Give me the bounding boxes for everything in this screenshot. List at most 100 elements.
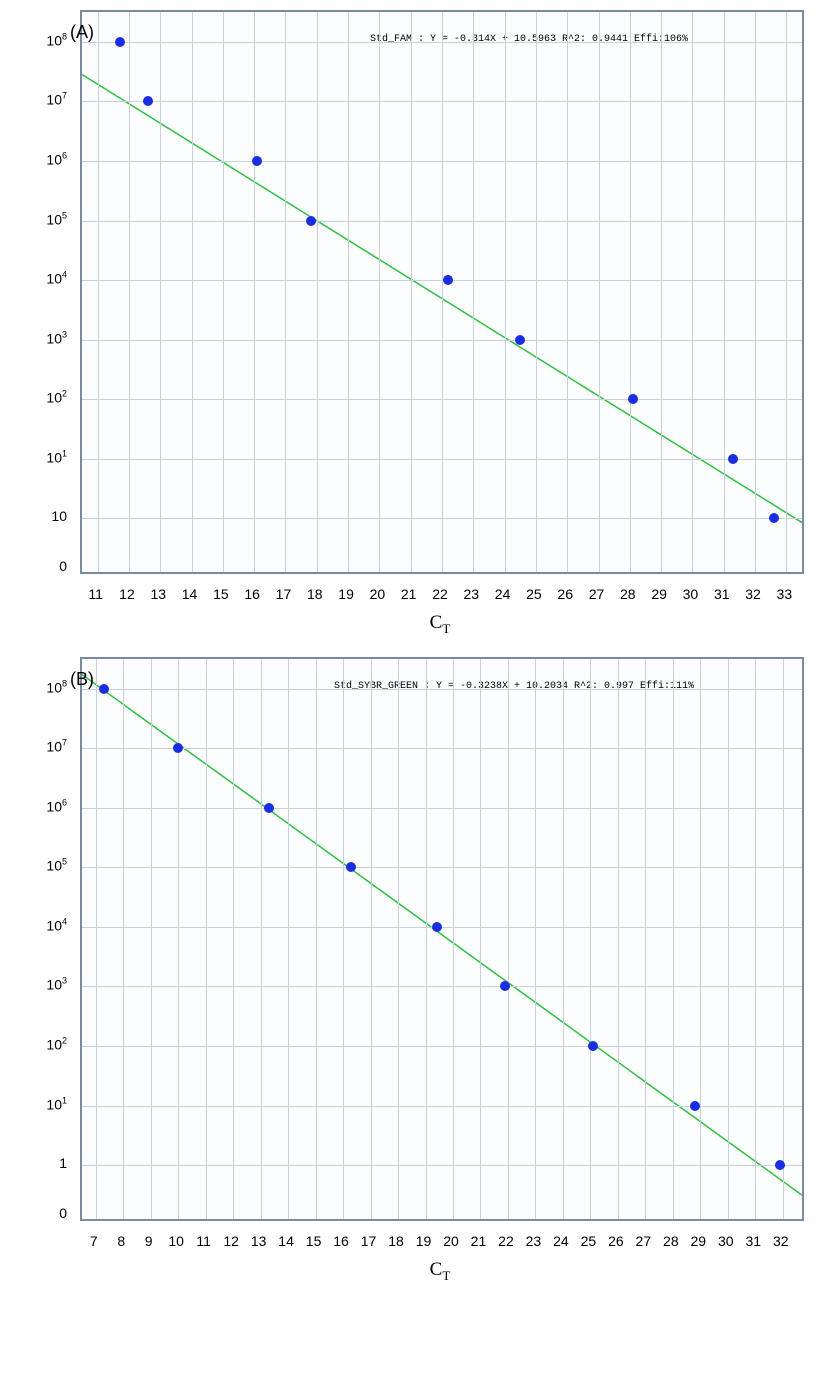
gridline-v bbox=[98, 12, 99, 572]
gridline-h bbox=[82, 518, 802, 519]
gridline-v bbox=[536, 12, 537, 572]
x-tick: 16 bbox=[244, 586, 260, 602]
gridline-h bbox=[82, 42, 802, 43]
gridline-h bbox=[82, 1046, 802, 1047]
x-tick: 17 bbox=[276, 586, 292, 602]
x-tick: 31 bbox=[714, 586, 730, 602]
gridline-v bbox=[724, 12, 725, 572]
gridline-h bbox=[82, 340, 802, 341]
data-point bbox=[775, 1160, 785, 1170]
gridline-v bbox=[673, 659, 674, 1219]
x-tick: 29 bbox=[691, 1233, 707, 1249]
gridline-v bbox=[398, 659, 399, 1219]
x-tick: 24 bbox=[553, 1233, 569, 1249]
chart-a: (A) 101011021031041051061071080 Std_FAM … bbox=[20, 10, 810, 637]
gridline-h bbox=[82, 808, 802, 809]
data-point bbox=[143, 96, 153, 106]
gridline-h bbox=[82, 399, 802, 400]
x-tick: 11 bbox=[196, 1233, 211, 1249]
y-tick: 108 bbox=[46, 678, 67, 695]
gridline-h bbox=[82, 927, 802, 928]
gridline-v bbox=[755, 12, 756, 572]
x-tick: 13 bbox=[251, 1233, 267, 1249]
x-tick: 18 bbox=[307, 586, 323, 602]
data-point bbox=[500, 981, 510, 991]
y-tick: 10 bbox=[51, 508, 67, 524]
x-tick: 12 bbox=[223, 1233, 239, 1249]
gridline-v bbox=[480, 659, 481, 1219]
gridline-v bbox=[426, 659, 427, 1219]
x-tick: 9 bbox=[145, 1233, 153, 1249]
x-tick: 28 bbox=[663, 1233, 679, 1249]
x-tick: 32 bbox=[745, 586, 761, 602]
x-tick: 18 bbox=[388, 1233, 404, 1249]
x-tick: 11 bbox=[88, 586, 103, 602]
gridline-v bbox=[206, 659, 207, 1219]
gridline-v bbox=[567, 12, 568, 572]
y-tick: 102 bbox=[46, 389, 67, 406]
gridline-v bbox=[96, 659, 97, 1219]
x-tick: 12 bbox=[119, 586, 135, 602]
data-point bbox=[588, 1041, 598, 1051]
gridline-v bbox=[151, 659, 152, 1219]
data-point bbox=[443, 275, 453, 285]
gridline-v bbox=[645, 659, 646, 1219]
x-tick: 30 bbox=[718, 1233, 734, 1249]
x-tick: 27 bbox=[636, 1233, 652, 1249]
data-point bbox=[628, 394, 638, 404]
x-tick: 32 bbox=[773, 1233, 789, 1249]
gridline-v bbox=[129, 12, 130, 572]
regression-annotation-a: Std_FAM : Y = -0.314X + 10.5963 R^2: 0.9… bbox=[370, 34, 688, 45]
x-tick: 10 bbox=[168, 1233, 184, 1249]
gridline-h bbox=[82, 280, 802, 281]
y-tick: 102 bbox=[46, 1036, 67, 1053]
gridline-v bbox=[473, 12, 474, 572]
x-tick: 15 bbox=[306, 1233, 322, 1249]
x-tick: 23 bbox=[464, 586, 480, 602]
gridline-v bbox=[728, 659, 729, 1219]
gridline-h bbox=[82, 161, 802, 162]
gridline-v bbox=[316, 659, 317, 1219]
data-point bbox=[769, 513, 779, 523]
x-tick: 25 bbox=[581, 1233, 597, 1249]
gridline-h bbox=[82, 689, 802, 690]
x-tick: 31 bbox=[745, 1233, 761, 1249]
x-axis-label-b: CT bbox=[80, 1259, 800, 1284]
x-tick: 20 bbox=[443, 1233, 459, 1249]
y-tick: 106 bbox=[46, 797, 67, 814]
gridline-v bbox=[661, 12, 662, 572]
x-tick: 27 bbox=[589, 586, 605, 602]
data-point bbox=[99, 684, 109, 694]
y-tick: 104 bbox=[46, 270, 67, 287]
x-tick: 16 bbox=[333, 1233, 349, 1249]
plot-area-a: Std_FAM : Y = -0.314X + 10.5963 R^2: 0.9… bbox=[80, 10, 804, 574]
gridline-v bbox=[692, 12, 693, 572]
y-tick: 106 bbox=[46, 151, 67, 168]
gridline-v bbox=[783, 659, 784, 1219]
x-tick: 29 bbox=[651, 586, 667, 602]
y-tick: 101 bbox=[46, 448, 67, 465]
gridline-v bbox=[599, 12, 600, 572]
gridline-v bbox=[285, 12, 286, 572]
data-point bbox=[264, 803, 274, 813]
x-axis-label-a: CT bbox=[80, 612, 800, 637]
x-tick: 33 bbox=[777, 586, 793, 602]
x-tick: 8 bbox=[117, 1233, 125, 1249]
data-point bbox=[728, 454, 738, 464]
data-point bbox=[515, 335, 525, 345]
gridline-h bbox=[82, 867, 802, 868]
x-tick: 30 bbox=[683, 586, 699, 602]
x-tick: 26 bbox=[608, 1233, 624, 1249]
y-tick: 103 bbox=[46, 329, 67, 346]
x-tick: 17 bbox=[361, 1233, 377, 1249]
gridline-v bbox=[630, 12, 631, 572]
gridline-h bbox=[82, 986, 802, 987]
gridline-v bbox=[411, 12, 412, 572]
x-tick: 22 bbox=[432, 586, 448, 602]
plot-area-b: Std_SYBR_GREEN : Y = -0.3238X + 10.2034 … bbox=[80, 657, 804, 1221]
x-tick: 23 bbox=[526, 1233, 542, 1249]
y-tick: 103 bbox=[46, 976, 67, 993]
gridline-v bbox=[223, 12, 224, 572]
gridline-v bbox=[261, 659, 262, 1219]
gridline-v bbox=[192, 12, 193, 572]
